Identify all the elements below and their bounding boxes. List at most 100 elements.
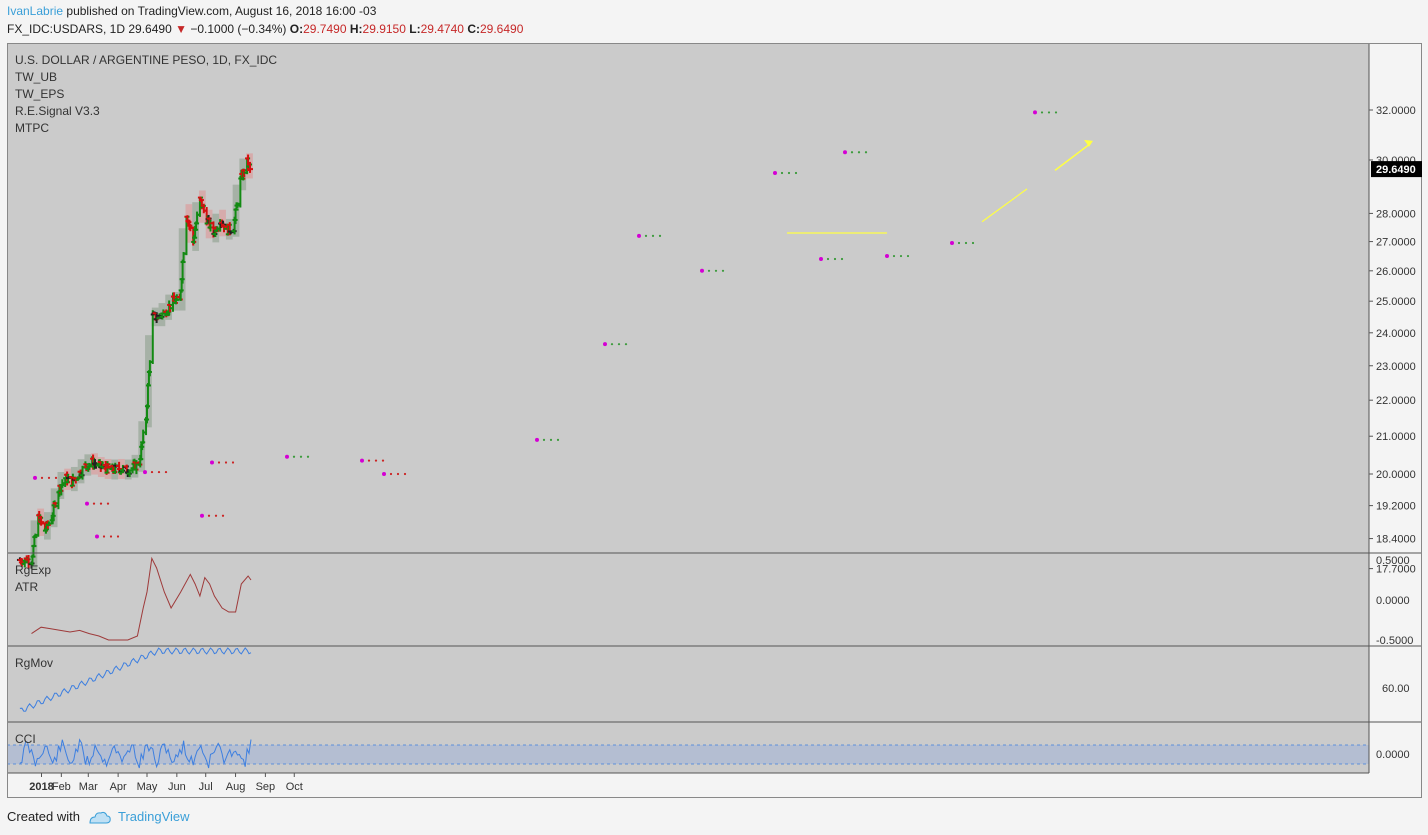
level-dot [644, 234, 648, 237]
pane2-tick: 0.5000 [1376, 555, 1410, 567]
author-link[interactable]: IvanLabrie [7, 4, 64, 18]
close-label: C: [467, 22, 480, 36]
level-dot [857, 151, 861, 154]
change-value: −0.1000 (−0.34%) [190, 22, 287, 36]
price-tick-label: 26.0000 [1376, 266, 1416, 278]
level-dot [826, 257, 830, 261]
tradingview-logo-icon [88, 811, 112, 825]
level-dot [150, 470, 154, 474]
signal-dot [360, 458, 364, 463]
signal-dot [95, 534, 99, 539]
legend-item: U.S. DOLLAR / ARGENTINE PESO, 1D, FX_IDC [15, 53, 277, 67]
level-dot [721, 269, 725, 272]
publish-line: IvanLabrie published on TradingView.com,… [7, 4, 376, 18]
time-axis[interactable] [7, 773, 1422, 798]
time-tick-label: Mar [79, 781, 98, 793]
cci-line [19, 738, 252, 769]
level-dot [306, 455, 310, 458]
level-dot [389, 472, 393, 476]
signal-dot [33, 475, 37, 480]
time-tick-label: Sep [256, 781, 276, 793]
footer: Created with TradingView [7, 809, 190, 825]
time-tick-label: Apr [110, 781, 127, 793]
level-dot [381, 459, 385, 462]
time-tick-label: Jun [168, 781, 186, 793]
level-dot [780, 171, 784, 175]
price-tick-label: 19.2000 [1376, 501, 1416, 513]
level-dot [396, 472, 400, 476]
level-dot [556, 438, 560, 442]
level-dot [40, 476, 44, 479]
level-dot [221, 514, 225, 517]
price-tick-label: 18.4000 [1376, 534, 1416, 546]
level-dot [610, 343, 614, 346]
pane-label: ATR [15, 580, 38, 594]
legend-item: TW_EPS [15, 87, 64, 101]
level-dot [864, 151, 868, 154]
level-dot [787, 171, 791, 175]
time-tick-label: May [137, 781, 158, 793]
legend-item: R.E.Signal V3.3 [15, 104, 100, 118]
pane3-tick: 60.00 [1382, 683, 1410, 695]
level-dot [214, 514, 218, 517]
chart-canvas[interactable]: U.S. DOLLAR / ARGENTINE PESO, 1D, FX_IDC… [7, 43, 1422, 798]
rgmov-pane[interactable] [7, 646, 1369, 722]
low-value: 29.4740 [420, 22, 464, 36]
time-tick-label: 2018 [29, 781, 53, 793]
price-tick-label: 24.0000 [1376, 328, 1416, 340]
main-pane[interactable] [7, 43, 1369, 553]
price-tick-label: 27.0000 [1376, 237, 1416, 249]
level-dot [624, 343, 628, 346]
pane4-tick: 0.0000 [1376, 749, 1410, 761]
last-price: 29.6490 [128, 22, 172, 36]
level-dot [542, 438, 546, 442]
level-dot [707, 269, 711, 272]
open-label: O: [289, 22, 304, 36]
level-dot [292, 455, 296, 458]
level-dot [224, 461, 228, 464]
projection-arrow [1054, 144, 1090, 171]
signal-dot [210, 460, 214, 465]
time-tick-label: Oct [286, 781, 303, 793]
price-tick-label: 20.0000 [1376, 469, 1416, 481]
legend-item: TW_UB [15, 70, 57, 84]
pane-label: RgMov [15, 656, 53, 670]
level-dot [617, 343, 621, 346]
price-tick-label: 23.0000 [1376, 361, 1416, 373]
down-arrow-icon: ▼ [175, 22, 187, 36]
symbol-label: FX_IDC:USDARS, 1D [7, 22, 126, 36]
pane2-tick: -0.5000 [1376, 635, 1413, 647]
high-value: 29.9150 [362, 22, 406, 36]
tradingview-link[interactable]: TradingView [117, 809, 190, 824]
level-dot [1040, 111, 1044, 114]
signal-dot [700, 268, 704, 273]
legend-item: MTPC [15, 121, 49, 135]
low-label: L: [409, 22, 421, 36]
high-label: H: [349, 22, 363, 36]
time-tick-label: Jul [199, 781, 213, 793]
rgexp-pane[interactable] [7, 553, 1369, 646]
price-tick-label: 25.0000 [1376, 296, 1416, 308]
chart-frame[interactable]: U.S. DOLLAR / ARGENTINE PESO, 1D, FX_IDC… [7, 43, 1422, 798]
price-axis[interactable] [1369, 43, 1422, 773]
level-dot [971, 241, 975, 245]
level-dot [157, 470, 161, 474]
atr-line [31, 556, 252, 641]
open-value: 29.7490 [303, 22, 347, 36]
level-dot [850, 151, 854, 154]
signal-dot [603, 342, 607, 347]
level-dot [964, 241, 968, 245]
level-dot [1047, 111, 1051, 114]
signal-dot [382, 472, 386, 476]
signal-dot [950, 241, 954, 246]
level-dot [906, 254, 910, 258]
level-dot [658, 234, 662, 237]
projection-line [981, 188, 1028, 223]
time-tick-label: Aug [226, 781, 246, 793]
rgmov-line [19, 647, 252, 712]
level-dot [840, 257, 844, 261]
level-dot [651, 234, 655, 237]
signal-dot [285, 454, 289, 459]
signal-dot [535, 437, 539, 442]
price-tick-label: 28.0000 [1376, 208, 1416, 220]
